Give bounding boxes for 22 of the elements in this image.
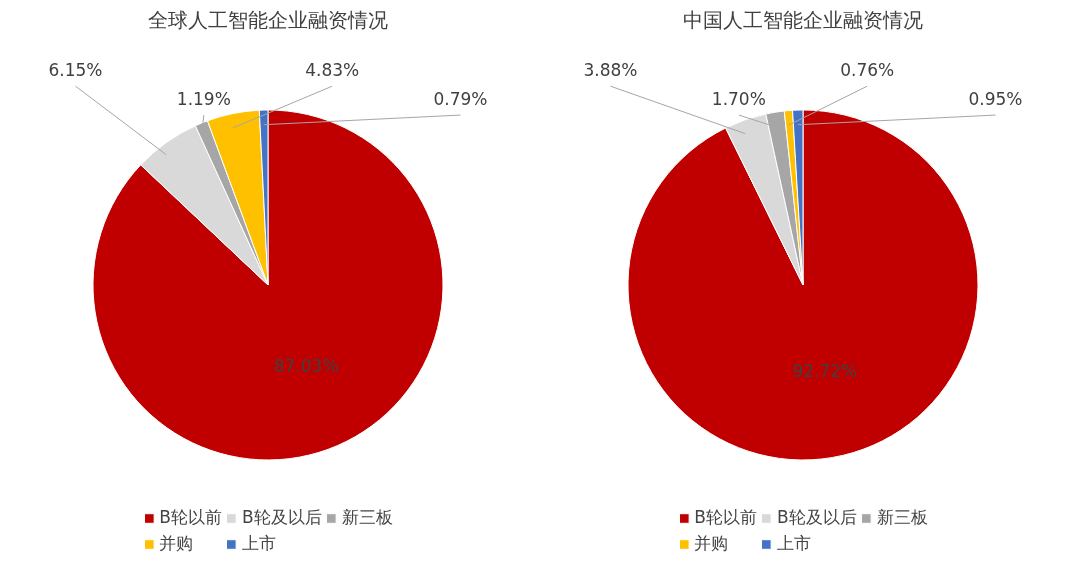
data-label: 1.19% [176,88,231,109]
legend-label: B轮及以后 [777,506,857,529]
legend-label: B轮以前 [694,506,757,529]
legend-label: B轮及以后 [242,506,322,529]
legend-label: 并购 [694,532,729,555]
legend-label: 上市 [242,532,276,555]
data-label: 0.95% [968,88,1023,109]
legend-label: B轮以前 [159,506,222,529]
data-label: 1.70% [711,88,766,109]
legend-label: 新三板 [876,506,928,529]
data-label: 0.76% [840,59,895,80]
data-label: 4.83% [305,59,360,80]
chart-title: 全球人工智能企业融资情况 [148,7,388,32]
legend-label: 新三板 [341,506,393,529]
data-label: 87.03% [273,355,339,376]
data-label: 0.79% [433,88,488,109]
legend-label: 并购 [159,532,194,555]
data-label: 92.72% [792,360,858,381]
legend-label: 上市 [777,532,811,555]
chart-title: 中国人工智能企业融资情况 [683,7,923,32]
data-label: 6.15% [48,59,103,80]
data-label: 3.88% [583,59,638,80]
